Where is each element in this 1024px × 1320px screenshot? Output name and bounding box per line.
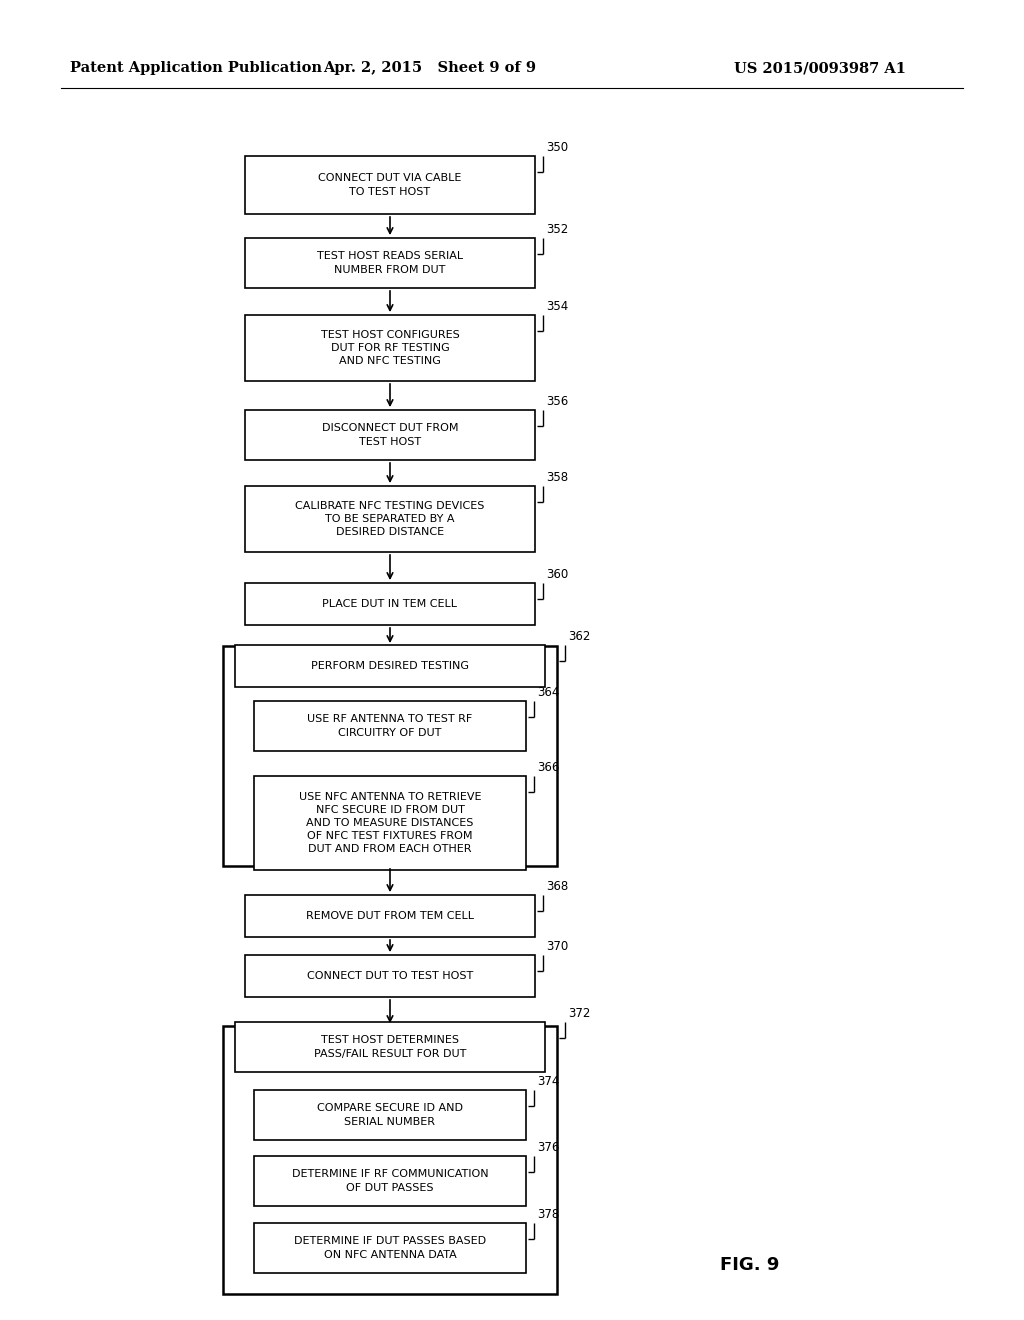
Text: 374: 374 <box>537 1074 559 1088</box>
Bar <box>245 583 535 624</box>
Bar <box>234 645 545 686</box>
Bar <box>245 156 535 214</box>
Bar <box>223 1026 557 1294</box>
Text: FIG. 9: FIG. 9 <box>720 1257 779 1274</box>
Text: DETERMINE IF RF COMMUNICATION
OF DUT PASSES: DETERMINE IF RF COMMUNICATION OF DUT PAS… <box>292 1170 488 1192</box>
Text: 354: 354 <box>546 300 568 313</box>
Bar <box>245 486 535 552</box>
Bar <box>245 238 535 288</box>
Text: 368: 368 <box>546 880 568 894</box>
Text: USE RF ANTENNA TO TEST RF
CIRCUITRY OF DUT: USE RF ANTENNA TO TEST RF CIRCUITRY OF D… <box>307 714 473 738</box>
Text: CONNECT DUT TO TEST HOST: CONNECT DUT TO TEST HOST <box>307 972 473 981</box>
Text: USE NFC ANTENNA TO RETRIEVE
NFC SECURE ID FROM DUT
AND TO MEASURE DISTANCES
OF N: USE NFC ANTENNA TO RETRIEVE NFC SECURE I… <box>299 792 481 854</box>
Text: TEST HOST READS SERIAL
NUMBER FROM DUT: TEST HOST READS SERIAL NUMBER FROM DUT <box>317 251 463 275</box>
Text: 356: 356 <box>546 395 568 408</box>
Bar <box>234 1022 545 1072</box>
Text: 362: 362 <box>568 630 591 643</box>
Bar <box>254 701 526 751</box>
Text: Patent Application Publication: Patent Application Publication <box>70 61 322 75</box>
Bar <box>254 1090 526 1140</box>
Text: Apr. 2, 2015   Sheet 9 of 9: Apr. 2, 2015 Sheet 9 of 9 <box>324 61 537 75</box>
Bar <box>245 411 535 459</box>
Text: DISCONNECT DUT FROM
TEST HOST: DISCONNECT DUT FROM TEST HOST <box>322 424 459 446</box>
Text: REMOVE DUT FROM TEM CELL: REMOVE DUT FROM TEM CELL <box>306 911 474 921</box>
Text: 366: 366 <box>537 762 559 774</box>
Text: 372: 372 <box>568 1007 591 1020</box>
Text: CALIBRATE NFC TESTING DEVICES
TO BE SEPARATED BY A
DESIRED DISTANCE: CALIBRATE NFC TESTING DEVICES TO BE SEPA… <box>295 500 484 537</box>
Text: CONNECT DUT VIA CABLE
TO TEST HOST: CONNECT DUT VIA CABLE TO TEST HOST <box>318 173 462 197</box>
Text: US 2015/0093987 A1: US 2015/0093987 A1 <box>734 61 906 75</box>
Bar <box>223 645 557 866</box>
Bar <box>245 954 535 997</box>
Text: 352: 352 <box>546 223 568 236</box>
Bar <box>254 1156 526 1206</box>
Bar <box>254 776 526 870</box>
Text: TEST HOST DETERMINES
PASS/FAIL RESULT FOR DUT: TEST HOST DETERMINES PASS/FAIL RESULT FO… <box>313 1035 466 1059</box>
Text: COMPARE SECURE ID AND
SERIAL NUMBER: COMPARE SECURE ID AND SERIAL NUMBER <box>317 1104 463 1126</box>
Bar <box>254 1224 526 1272</box>
Text: PLACE DUT IN TEM CELL: PLACE DUT IN TEM CELL <box>323 599 458 609</box>
Text: TEST HOST CONFIGURES
DUT FOR RF TESTING
AND NFC TESTING: TEST HOST CONFIGURES DUT FOR RF TESTING … <box>321 330 460 366</box>
Text: 364: 364 <box>537 686 559 700</box>
Bar <box>245 315 535 381</box>
Text: 378: 378 <box>537 1208 559 1221</box>
Text: 370: 370 <box>546 940 568 953</box>
Text: 360: 360 <box>546 568 568 581</box>
Text: 376: 376 <box>537 1140 559 1154</box>
Text: 358: 358 <box>546 471 568 484</box>
Text: PERFORM DESIRED TESTING: PERFORM DESIRED TESTING <box>311 661 469 671</box>
Bar <box>245 895 535 937</box>
Text: DETERMINE IF DUT PASSES BASED
ON NFC ANTENNA DATA: DETERMINE IF DUT PASSES BASED ON NFC ANT… <box>294 1237 486 1259</box>
Text: 350: 350 <box>546 141 568 154</box>
